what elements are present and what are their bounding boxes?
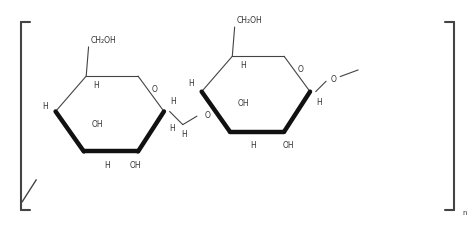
Text: OH: OH bbox=[283, 141, 295, 150]
Text: H: H bbox=[105, 161, 110, 170]
Text: H: H bbox=[189, 79, 194, 88]
Text: O: O bbox=[298, 65, 304, 74]
Text: O: O bbox=[331, 75, 337, 84]
Text: OH: OH bbox=[130, 161, 142, 170]
Text: H: H bbox=[42, 102, 48, 111]
Text: H: H bbox=[171, 96, 176, 105]
Text: OH: OH bbox=[91, 120, 103, 129]
Text: OH: OH bbox=[237, 99, 249, 108]
Text: CH₂OH: CH₂OH bbox=[91, 36, 117, 45]
Text: H: H bbox=[317, 97, 322, 106]
Text: CH₂OH: CH₂OH bbox=[237, 16, 263, 25]
Text: H: H bbox=[181, 131, 187, 140]
Text: O: O bbox=[204, 111, 210, 120]
Text: H: H bbox=[240, 61, 246, 70]
Text: H: H bbox=[170, 124, 175, 133]
Text: O: O bbox=[152, 85, 158, 94]
Text: n: n bbox=[462, 210, 466, 216]
Text: H: H bbox=[94, 81, 100, 90]
Text: H: H bbox=[251, 141, 256, 150]
